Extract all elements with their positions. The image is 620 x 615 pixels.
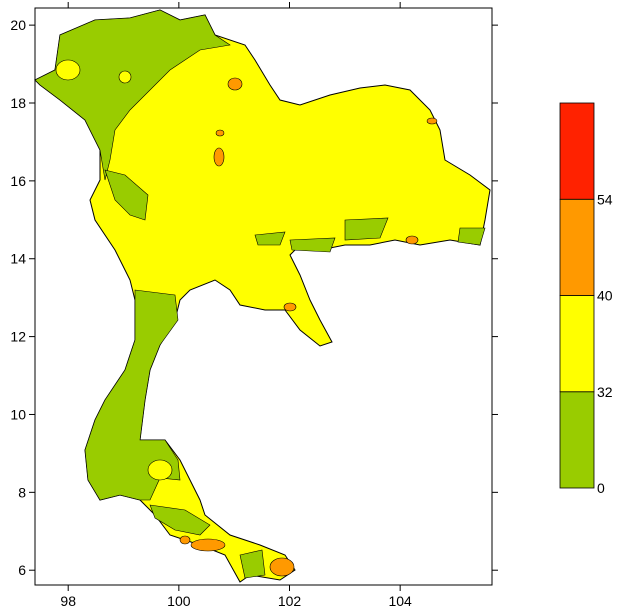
colorbar-label: 0 (597, 480, 605, 496)
x-tick-label: 102 (278, 593, 302, 609)
yellow-spot (55, 59, 81, 81)
y-tick-label: 18 (10, 95, 26, 111)
colorbar-segment (559, 198, 595, 296)
orange-spot (190, 538, 226, 552)
orange-spot (227, 77, 243, 91)
green-zone-west (104, 169, 149, 221)
orange-spot (269, 557, 295, 577)
green-zone-south (84, 289, 181, 501)
x-tick-label: 104 (388, 593, 412, 609)
orange-spots (179, 77, 438, 577)
colorbar-label: 40 (597, 288, 613, 304)
green-zone-far-south (149, 504, 266, 579)
y-tick-label: 12 (10, 329, 26, 345)
y-tick-label: 16 (10, 173, 26, 189)
y-tick-label: 20 (10, 17, 26, 33)
map-shape (34, 9, 491, 583)
orange-spot (215, 129, 225, 137)
orange-spot (283, 302, 297, 312)
yellow-spot (118, 70, 132, 84)
plot-frame (34, 7, 493, 586)
colorbar-label: 32 (597, 384, 613, 400)
y-tick-label: 8 (18, 484, 26, 500)
orange-spot (179, 535, 191, 545)
colorbar-label: 54 (597, 191, 613, 207)
green-zone-east (254, 217, 486, 253)
colorbar-segment (559, 295, 595, 393)
x-tick-label: 100 (167, 593, 191, 609)
yellow-spot (147, 459, 173, 481)
orange-spot (405, 235, 419, 245)
y-tick-label: 10 (10, 406, 26, 422)
green-zone-north (34, 9, 231, 181)
x-tick-label: 98 (60, 593, 76, 609)
orange-spot (213, 147, 225, 167)
y-tick-label: 6 (18, 562, 26, 578)
orange-spot (426, 117, 438, 125)
yellow-spots (55, 59, 173, 481)
colorbar-segment (559, 102, 595, 200)
colorbar-segment (559, 391, 595, 489)
y-tick-label: 14 (10, 251, 26, 267)
